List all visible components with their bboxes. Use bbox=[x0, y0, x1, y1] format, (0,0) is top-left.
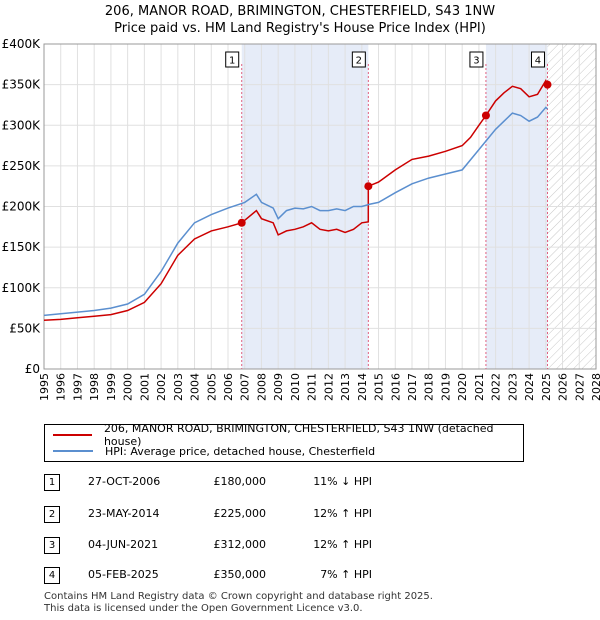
x-tick-label: 2016 bbox=[389, 373, 402, 401]
sale-label-box bbox=[351, 51, 366, 68]
sale-label-text: 4 bbox=[535, 56, 541, 67]
x-tick-label: 1999 bbox=[105, 373, 118, 401]
sale-hpi-diff: 11% ↓ HPI bbox=[313, 475, 372, 488]
sale-point bbox=[543, 80, 552, 89]
sale-price: £180,000 bbox=[213, 475, 267, 488]
sale-hpi-diff: 7% ↑ HPI bbox=[320, 568, 372, 581]
x-tick-label: 2024 bbox=[523, 373, 536, 401]
sale-number: 4 bbox=[44, 567, 60, 584]
x-tick-label: 2011 bbox=[306, 373, 319, 401]
sale-number: 3 bbox=[44, 537, 60, 554]
x-tick-label: 2026 bbox=[557, 373, 570, 401]
sale-date: 04-JUN-2021 bbox=[88, 538, 159, 551]
chart-title: 206, MANOR ROAD, BRIMINGTON, CHESTERFIEL… bbox=[104, 4, 496, 19]
x-tick-label: 2014 bbox=[356, 373, 369, 401]
legend-label-hpi: HPI: Average price, detached house, Ches… bbox=[105, 444, 376, 458]
sale-price: £350,000 bbox=[213, 568, 267, 581]
sale-point bbox=[481, 111, 490, 120]
sale-number: 2 bbox=[44, 506, 60, 523]
legend-item-property: 206, MANOR ROAD, BRIMINGTON, CHESTERFIEL… bbox=[53, 422, 523, 448]
sale-price: £312,000 bbox=[213, 538, 267, 551]
chart-subtitle: Price paid vs. HM Land Registry's House … bbox=[114, 21, 486, 36]
x-tick-label: 2000 bbox=[122, 373, 135, 401]
sale-label-text: 2 bbox=[356, 56, 362, 67]
sale-label-text: 3 bbox=[473, 56, 479, 67]
y-tick-label: £400K bbox=[2, 37, 42, 51]
x-tick-label: 1995 bbox=[38, 373, 51, 401]
sale-row: 4 05-FEB-2025 £350,000 7% ↑ HPI bbox=[0, 567, 600, 585]
x-tick-label: 2027 bbox=[573, 373, 586, 401]
sale-label-box bbox=[225, 51, 240, 68]
sale-label-box bbox=[469, 51, 484, 68]
sale-row: 3 04-JUN-2021 £312,000 12% ↑ HPI bbox=[0, 537, 600, 555]
x-tick-label: 2028 bbox=[590, 373, 600, 401]
sale-price: £225,000 bbox=[213, 507, 267, 520]
chart-legend: 206, MANOR ROAD, BRIMINGTON, CHESTERFIEL… bbox=[44, 422, 524, 462]
x-tick-label: 1996 bbox=[55, 373, 68, 401]
sale-point bbox=[237, 218, 246, 227]
x-tick-label: 2006 bbox=[222, 373, 235, 401]
y-tick-label: £150K bbox=[2, 240, 42, 254]
x-tick-label: 2002 bbox=[155, 373, 168, 401]
property-price-line bbox=[43, 78, 549, 322]
x-tick-label: 2023 bbox=[506, 373, 519, 401]
x-tick-label: 2015 bbox=[373, 373, 386, 401]
footer-copyright: Contains HM Land Registry data © Crown c… bbox=[44, 591, 433, 602]
x-tick-label: 2020 bbox=[456, 373, 469, 401]
y-tick-label: £50K bbox=[9, 321, 41, 335]
sale-hpi-diff: 12% ↑ HPI bbox=[313, 538, 372, 551]
hpi-line bbox=[43, 106, 549, 317]
x-tick-label: 1998 bbox=[88, 373, 101, 401]
y-tick-label: £250K bbox=[2, 159, 42, 173]
x-tick-label: 2025 bbox=[540, 373, 553, 401]
y-tick-label: £300K bbox=[2, 118, 42, 132]
legend-swatch-hpi bbox=[53, 450, 93, 452]
sale-label-box bbox=[530, 51, 545, 68]
y-tick-label: £100K bbox=[2, 281, 42, 295]
x-tick-label: 2012 bbox=[322, 373, 335, 401]
x-tick-label: 2018 bbox=[423, 373, 436, 401]
sale-date: 23-MAY-2014 bbox=[88, 507, 160, 520]
x-tick-label: 2009 bbox=[272, 373, 285, 401]
x-tick-label: 1997 bbox=[71, 373, 84, 401]
x-tick-label: 2005 bbox=[205, 373, 218, 401]
sale-date: 27-OCT-2006 bbox=[88, 475, 161, 488]
legend-item-hpi: HPI: Average price, detached house, Ches… bbox=[53, 443, 375, 459]
sale-row: 2 23-MAY-2014 £225,000 12% ↑ HPI bbox=[0, 506, 600, 524]
sale-date: 05-FEB-2025 bbox=[88, 568, 159, 581]
plot-frame bbox=[43, 43, 597, 370]
footer-licence: This data is licensed under the Open Gov… bbox=[44, 603, 363, 614]
x-tick-label: 2017 bbox=[406, 373, 419, 401]
x-tick-label: 2019 bbox=[439, 373, 452, 401]
sale-number: 1 bbox=[44, 474, 60, 491]
sale-hpi-diff: 12% ↑ HPI bbox=[313, 507, 372, 520]
x-tick-label: 2004 bbox=[189, 373, 202, 401]
legend-swatch-property bbox=[53, 434, 92, 436]
x-tick-label: 2007 bbox=[239, 373, 252, 401]
x-tick-label: 2022 bbox=[490, 373, 503, 401]
price-chart: 1 2 3 4 £0 £50K £100K £150K £200K £250K £300K £350K… bbox=[2, 37, 600, 401]
x-tick-label: 2001 bbox=[138, 373, 151, 401]
y-tick-label: £200K bbox=[2, 200, 42, 214]
x-tick-label: 2013 bbox=[339, 373, 352, 401]
x-tick-label: 2008 bbox=[255, 373, 268, 401]
y-tick-label: £0 bbox=[25, 362, 40, 376]
sale-row: 1 27-OCT-2006 £180,000 11% ↓ HPI bbox=[0, 474, 600, 492]
x-tick-label: 2010 bbox=[289, 373, 302, 401]
x-tick-label: 2003 bbox=[172, 373, 185, 401]
x-tick-label: 2021 bbox=[473, 373, 486, 401]
sale-point bbox=[364, 182, 373, 191]
legend-label-property: 206, MANOR ROAD, BRIMINGTON, CHESTERFIEL… bbox=[103, 422, 494, 448]
sale-label-text: 1 bbox=[229, 56, 235, 67]
y-tick-label: £350K bbox=[2, 78, 42, 92]
